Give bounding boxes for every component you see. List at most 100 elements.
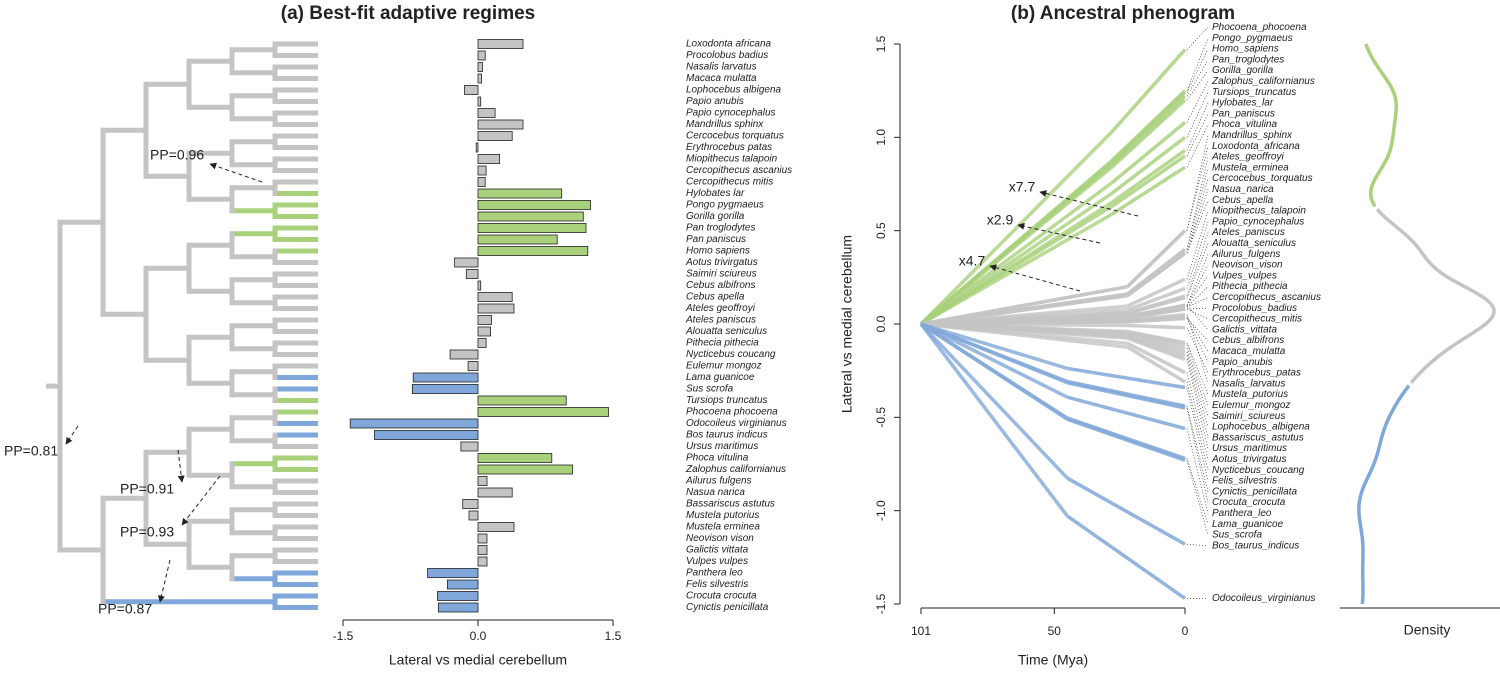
y-tick-label: 1.5 (874, 35, 888, 52)
rate-label: x2.9 (987, 212, 1014, 228)
phenogram-tip-branch (1127, 312, 1186, 323)
bar (477, 556, 488, 567)
species-label: Zalophus californianus (685, 464, 786, 475)
species-label: Odocoileus virginianus (686, 418, 787, 429)
tip-label: Papio_cynocephalus (1212, 216, 1304, 227)
rate-arrow (989, 264, 1081, 292)
tip-label: Pithecia_pithecia (1212, 281, 1288, 292)
species-label: Cebus albifrons (686, 280, 755, 291)
leader-line (1186, 351, 1209, 428)
species-label: Nycticebus coucang (686, 349, 776, 360)
phenogram-stem (920, 322, 1068, 371)
species-label: Lophocebus albigena (686, 85, 782, 96)
tip-label: Vulpes_vulpes (1212, 270, 1277, 281)
phenogram-tip-branch (1066, 514, 1187, 600)
phenogram-tip-branch (1127, 316, 1186, 324)
bar (477, 476, 488, 486)
phenogram-stem (920, 212, 1113, 326)
species-label: Vulpes vulpes (686, 556, 748, 567)
y-tick-label: -0.5 (874, 407, 888, 428)
bar (477, 131, 513, 141)
tip-label: Gorilla_gorilla (1212, 65, 1274, 76)
leader-line (1186, 406, 1209, 492)
pp-arrow (65, 425, 79, 445)
bar (477, 453, 553, 463)
leader-line (1186, 348, 1209, 417)
tip-label: Tursiops_truncatus (1212, 87, 1296, 98)
panel-a: PP=0.96 PP=0.81 PP=0.91 PP=0.93 PP=0.87 Loxod… (4, 39, 792, 668)
species-label: Gorilla gorilla (686, 211, 745, 222)
phenogram-tip-branch (1110, 91, 1187, 164)
species-label: Ailurus fulgens (685, 476, 752, 487)
phenogram-tip-branch (1067, 381, 1186, 410)
phenogram-tip-branch (1127, 333, 1186, 354)
tip-label: Zalophus_californianus (1211, 76, 1315, 87)
species-label: Pongo pygmaeus (686, 200, 764, 211)
bar (465, 269, 479, 279)
phenogram-tip-branch (1066, 476, 1186, 546)
species-label: Phocoena phocoena (686, 407, 778, 418)
x-axis-label: Time (Mya) (1018, 652, 1088, 668)
bar (477, 338, 487, 348)
bar (477, 50, 486, 61)
species-label: Neovison vison (686, 533, 754, 544)
tip-label: Ursus_maritimus (1212, 443, 1287, 454)
rate-label: x7.7 (1009, 179, 1036, 195)
tip-label: Ateles_geoffroyi (1211, 152, 1284, 163)
tip-label: Mandrillus_sphinx (1212, 130, 1293, 141)
panel-a-title: (a) Best-fit adaptive regimes (281, 3, 535, 24)
tip-label: Cercopithecus_ascanius (1212, 292, 1321, 303)
leader-line (1186, 286, 1209, 308)
phenogram-tip-branch (1110, 98, 1187, 169)
bar (477, 246, 589, 256)
tip-label: Cynictis_penicillata (1212, 486, 1297, 497)
bar (477, 407, 609, 417)
leader-line (1186, 48, 1209, 93)
leader-line (1186, 81, 1209, 123)
bar (477, 96, 482, 107)
leader-line (1186, 70, 1209, 101)
bar (477, 280, 482, 291)
leader-line (1186, 314, 1209, 384)
phenogram-stem (919, 130, 1114, 326)
tip-label: Pongo_pygmaeus (1212, 33, 1293, 44)
leader-line (1186, 167, 1209, 250)
tip-label: Nasalis_larvatus (1212, 378, 1285, 389)
bar (437, 602, 479, 613)
tip-label: Saimiri_sciureus (1212, 411, 1285, 422)
tip-label: Cebus_albifrons (1212, 335, 1284, 346)
bar (464, 85, 479, 95)
x-tick-label: 1.5 (605, 629, 622, 643)
leader-line (1186, 355, 1209, 438)
species-label: Homo sapiens (686, 246, 750, 257)
rate-label: x4.7 (959, 253, 986, 269)
tip-label: Nycticebus_coucang (1212, 465, 1305, 476)
species-label: Pan paniscus (686, 234, 746, 245)
leader-line (1186, 275, 1209, 306)
tip-label: Macaca_mulatta (1212, 346, 1286, 357)
tip-label: Phocoena_phocoena (1212, 22, 1307, 33)
species-label: Ateles paniscus (685, 315, 756, 326)
leader-line (1186, 327, 1209, 374)
leader-line (1186, 428, 1209, 514)
density-curve (1357, 384, 1411, 605)
species-label: Papio anubis (686, 96, 744, 107)
tip-label: Erythrocebus_patas (1212, 368, 1301, 379)
phenogram-tip-branch (1110, 121, 1187, 185)
leader-line (1186, 59, 1209, 97)
species-label: Nasua narica (686, 487, 745, 498)
bar (468, 510, 479, 521)
species-label: Cebus apella (686, 292, 745, 303)
tip-label: Cercopithecus_mitis (1212, 314, 1302, 325)
bar (477, 522, 515, 532)
phenogram-stem (919, 322, 1069, 480)
bar (477, 326, 492, 337)
species-label: Hylobates lar (686, 188, 745, 199)
bar (477, 464, 573, 475)
tip-label: Cercocebus_torquatus (1212, 173, 1313, 184)
leader-line (1186, 27, 1209, 50)
leader-line (1186, 407, 1209, 503)
x-tick-label: 0.0 (470, 629, 487, 643)
phenogram-tip-branch (1110, 148, 1187, 204)
tip-label: Aotus_trivirgatus (1211, 454, 1286, 465)
